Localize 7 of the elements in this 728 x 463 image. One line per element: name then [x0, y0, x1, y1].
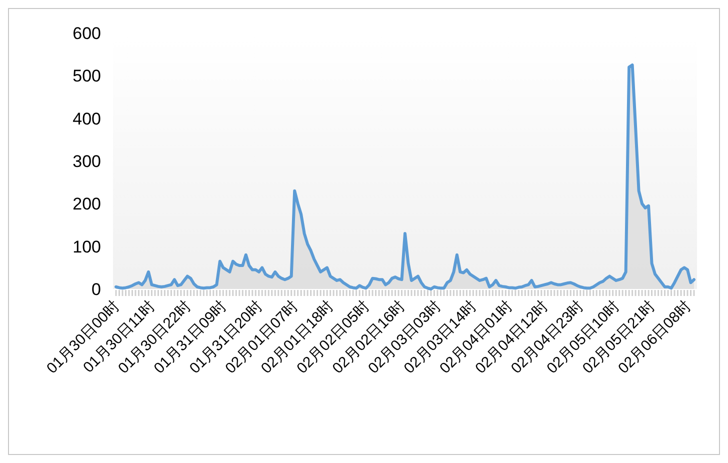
y-tick-label: 500 [72, 66, 101, 86]
y-tick-label: 400 [72, 109, 101, 128]
y-tick-label: 100 [72, 237, 101, 256]
y-tick-label: 300 [72, 152, 101, 171]
y-tick-label: 600 [72, 24, 101, 43]
y-tick-label: 200 [72, 194, 101, 214]
y-tick-label: 0 [92, 280, 101, 299]
